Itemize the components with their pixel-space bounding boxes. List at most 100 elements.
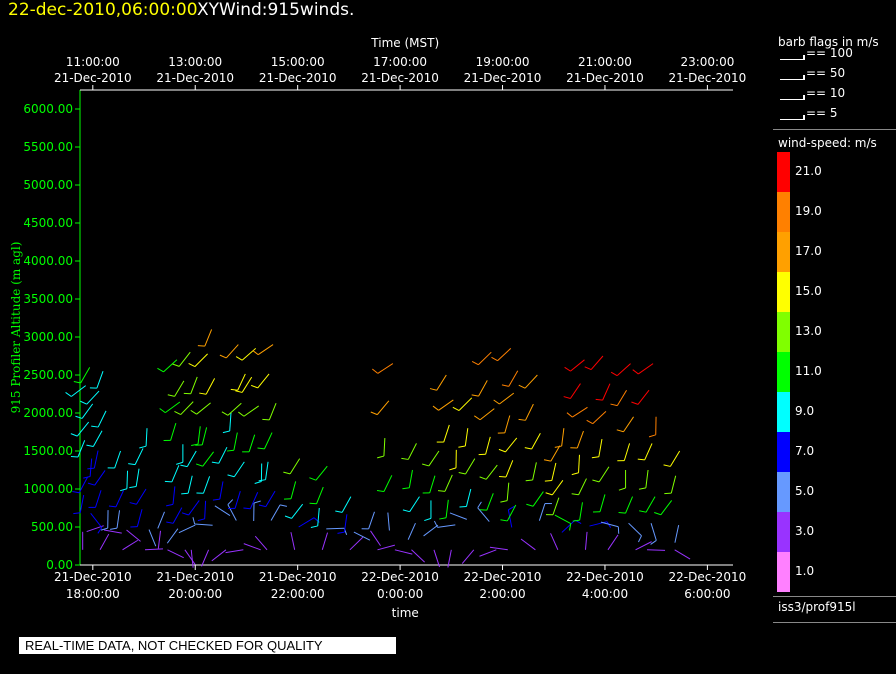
x-top-tick-time: 19:00:00 bbox=[476, 55, 530, 69]
wind-barb-shaft bbox=[229, 412, 232, 431]
wind-barb-flag bbox=[595, 398, 603, 401]
wind-barb-flag bbox=[283, 471, 291, 475]
y-tick-label: 3000.00 bbox=[23, 330, 73, 344]
wind-barb-shaft bbox=[77, 440, 86, 458]
wind-barb-flag bbox=[569, 523, 572, 531]
wind-barb-flag bbox=[491, 356, 498, 362]
colorbar-label: 21.0 bbox=[795, 164, 822, 178]
wind-barb-shaft bbox=[316, 486, 324, 504]
wind-barb-shaft bbox=[321, 532, 329, 550]
wind-barb-shaft bbox=[136, 509, 143, 527]
wind-barb-shaft bbox=[187, 475, 193, 494]
wind-barb-flag bbox=[618, 487, 626, 491]
wind-barb-flag bbox=[544, 479, 552, 482]
x-top-tick-date: 21-Dec-2010 bbox=[669, 71, 747, 85]
wind-barb-shaft bbox=[190, 549, 194, 568]
colorbar-label: 17.0 bbox=[795, 244, 822, 258]
wind-barb-flag bbox=[230, 388, 238, 391]
wind-barb-shaft bbox=[254, 535, 268, 551]
wind-barb-shaft bbox=[551, 462, 557, 481]
wind-barb-shaft bbox=[506, 482, 510, 501]
colorbar-cell bbox=[777, 352, 790, 392]
wind-barb-flag bbox=[500, 519, 508, 522]
wind-barb-shaft bbox=[645, 469, 649, 488]
wind-barb-shaft bbox=[433, 549, 440, 568]
wind-barb-shaft bbox=[136, 488, 147, 505]
y-tick-label: 6000.00 bbox=[23, 102, 73, 116]
wind-barb-shaft bbox=[616, 389, 627, 406]
wind-barb-shaft bbox=[188, 500, 200, 516]
wind-barb-flag bbox=[129, 486, 137, 489]
wind-barb-flag bbox=[452, 406, 460, 411]
legend-divider bbox=[773, 622, 896, 623]
wind-barb-shaft bbox=[201, 549, 210, 567]
wind-barb-shaft bbox=[550, 445, 561, 462]
y-tick-label: 5500.00 bbox=[23, 140, 73, 154]
wind-barb-flag bbox=[432, 405, 439, 411]
wind-barb-flag bbox=[518, 384, 526, 389]
wind-barb-shaft bbox=[647, 549, 666, 551]
wind-barb-shaft bbox=[243, 543, 261, 551]
barb-legend-tick bbox=[803, 115, 805, 120]
wind-barb-shaft bbox=[165, 401, 181, 414]
colorbar-cell bbox=[777, 232, 790, 272]
wind-barb-shaft bbox=[218, 446, 228, 464]
colorbar-cell bbox=[777, 392, 790, 432]
wind-barb-flag bbox=[501, 384, 509, 387]
wind-barb-flag bbox=[128, 463, 136, 466]
wind-barb-flag bbox=[663, 464, 671, 467]
wind-barb-flag bbox=[172, 363, 180, 367]
wind-barb-flag bbox=[87, 467, 95, 470]
wind-barb-flag bbox=[337, 531, 345, 534]
x-tick-date: 21-Dec-2010 bbox=[259, 570, 337, 584]
colorbar-cell bbox=[777, 512, 790, 552]
wind-barb-shaft bbox=[92, 430, 103, 447]
wind-barb-flag bbox=[500, 500, 508, 503]
wind-barb-shaft bbox=[507, 509, 513, 528]
wind-barb-shaft bbox=[194, 353, 208, 367]
wind-barb-flag bbox=[610, 371, 618, 377]
wind-barb-shaft bbox=[196, 402, 211, 415]
wind-barb-shaft bbox=[144, 548, 164, 551]
wind-barb-shaft bbox=[248, 434, 256, 452]
x-top-tick-time: 23:00:00 bbox=[680, 55, 734, 69]
wind-barb-flag bbox=[97, 527, 103, 534]
wind-barb-shaft bbox=[635, 541, 652, 551]
wind-barb-flag bbox=[80, 400, 87, 405]
x-top-tick-time: 11:00:00 bbox=[66, 55, 120, 69]
wind-barb-flag bbox=[212, 498, 220, 501]
wind-barb-shaft bbox=[157, 511, 165, 529]
wind-barb-shaft bbox=[249, 492, 259, 509]
x-tick-date: 22-Dec-2010 bbox=[669, 570, 747, 584]
wind-barb-shaft bbox=[377, 363, 394, 374]
wind-barb-flag bbox=[110, 527, 118, 530]
wind-barb-shaft bbox=[572, 406, 588, 418]
wind-barb-shaft bbox=[126, 470, 129, 489]
x-top-tick-date: 21-Dec-2010 bbox=[156, 71, 234, 85]
wind-barb-flag bbox=[458, 445, 466, 448]
wind-barb-flag bbox=[592, 479, 600, 483]
x-tick-date: 21-Dec-2010 bbox=[156, 570, 234, 584]
wind-barb-shaft bbox=[628, 522, 642, 537]
wind-barb-flag bbox=[639, 510, 647, 513]
wind-barb-shaft bbox=[270, 504, 281, 521]
wind-barb-shaft bbox=[290, 532, 296, 550]
wind-barb-shaft bbox=[437, 524, 456, 528]
wind-barb-flag bbox=[159, 408, 166, 414]
wind-barb-shaft bbox=[409, 496, 420, 512]
wind-barb-flag bbox=[221, 411, 229, 416]
colorbar-label: 9.0 bbox=[795, 404, 815, 418]
wind-barb-shaft bbox=[317, 507, 320, 526]
wind-barb-shaft bbox=[590, 355, 604, 370]
colorbar-cell bbox=[777, 152, 790, 192]
wind-barb-shaft bbox=[383, 438, 386, 457]
wind-barb-flag bbox=[554, 445, 562, 448]
barb-legend-tick bbox=[803, 95, 805, 100]
wind-barb-shaft bbox=[407, 522, 416, 540]
x-tick-time: 22:00:00 bbox=[271, 587, 325, 601]
wind-barb-shaft bbox=[458, 397, 473, 411]
wind-barb-shaft bbox=[584, 531, 588, 550]
wind-barb-shaft bbox=[408, 469, 413, 488]
wind-barb-shaft bbox=[623, 443, 631, 461]
wind-barb-shaft bbox=[438, 399, 454, 411]
